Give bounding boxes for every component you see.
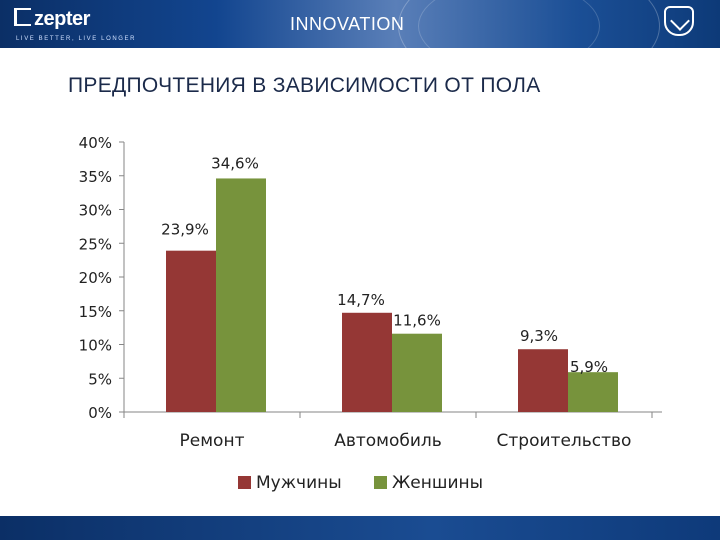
y-tick-label: 10% [79, 337, 112, 355]
bar-men [342, 312, 392, 412]
logo-text: zepter [34, 8, 90, 30]
x-tick-label: Автомобиль [334, 431, 442, 451]
bar-men [518, 349, 568, 412]
zepter-logo: zepter [14, 8, 90, 31]
bar-women [392, 333, 442, 412]
header-swirl-decoration [418, 0, 600, 48]
header-swirl-decoration [398, 0, 660, 48]
logo-mark-icon [14, 8, 31, 26]
data-label: 5,9% [570, 358, 608, 376]
legend-swatch-men [238, 476, 251, 489]
y-tick-label: 15% [79, 303, 112, 321]
y-tick-label: 35% [79, 168, 112, 186]
slide-title: ПРЕДПОЧТЕНИЯ В ЗАВИСИМОСТИ ОТ ПОЛА [68, 74, 541, 97]
data-label: 23,9% [161, 221, 209, 239]
y-tick-label: 40% [79, 134, 112, 152]
bar-men [166, 250, 216, 412]
logo-tagline: LIVE BETTER, LIVE LONGER [16, 36, 137, 42]
data-label: 11,6% [393, 312, 441, 330]
y-tick-label: 0% [88, 404, 112, 422]
legend-label: Мужчины [256, 473, 342, 493]
y-tick-label: 25% [79, 235, 112, 253]
y-tick-label: 5% [88, 370, 112, 388]
footer-band [0, 516, 720, 540]
x-tick-label: Строительство [497, 431, 632, 451]
legend-label: Женшины [392, 473, 483, 493]
bar-women [568, 372, 618, 412]
legend-swatch-women [374, 476, 387, 489]
data-label: 9,3% [520, 327, 558, 345]
header-band: zepter LIVE BETTER, LIVE LONGER INNOVATI… [0, 0, 720, 48]
x-tick-label: Ремонт [180, 431, 245, 451]
data-label: 34,6% [211, 154, 259, 172]
shield-emblem-icon [664, 6, 694, 36]
y-tick-label: 30% [79, 202, 112, 220]
data-label: 14,7% [337, 291, 385, 309]
bar-women [216, 178, 266, 412]
innovation-title: INNOVATION [290, 14, 405, 34]
y-tick-label: 20% [79, 269, 112, 287]
